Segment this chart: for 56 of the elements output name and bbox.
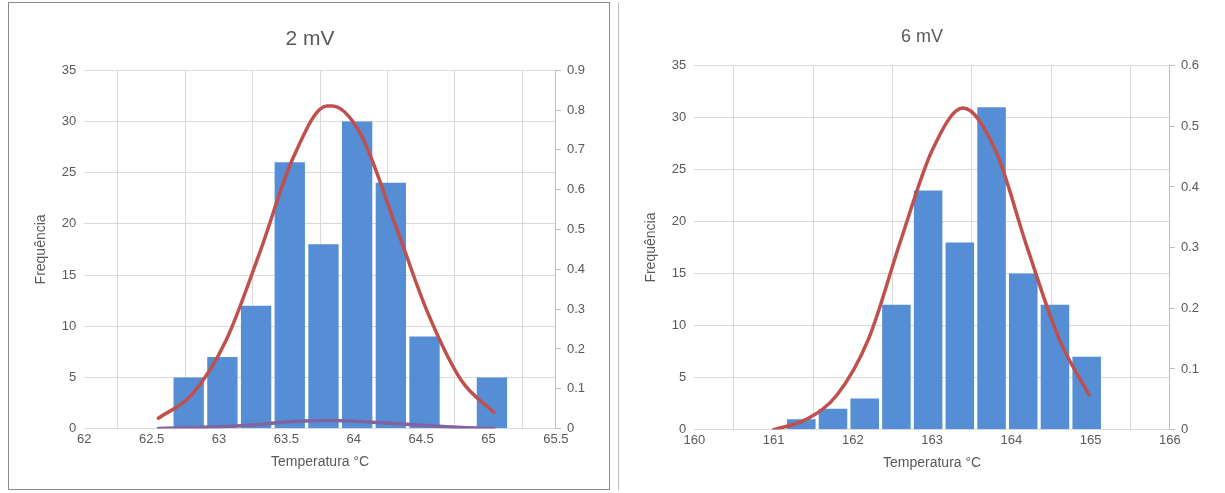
y-tick-label: 35 [61,61,77,77]
line-series [156,104,496,420]
y2-tick-label: 0.3 [1180,239,1200,255]
y-tick-label: 15 [61,266,77,282]
x-tick-label: 63.5 [273,430,300,446]
x-axis-title: Temperatura °C [270,453,370,470]
y-tick-label: 5 [679,369,687,385]
y2-tick-label: 0.2 [1180,299,1200,315]
chart-title: 6 mV [900,25,944,46]
y-tick-label: 25 [61,164,77,180]
x-tick-label: 164 [1000,431,1023,447]
y-tick-label: 30 [671,109,687,125]
y2-tick-label: 0.3 [566,300,586,316]
y2-tick-label: 0.8 [566,101,586,117]
x-tick-label: 62 [77,430,92,446]
y-tick-label: 20 [61,215,77,231]
y2-tick-label: 0.1 [1180,360,1200,376]
y-tick-label: 15 [671,265,687,281]
y-tick-label: 30 [61,112,77,128]
x-tick-label: 161 [762,431,785,447]
y-axis-title: Frequência [32,214,49,285]
y-axis-title: Frequência [642,212,659,283]
y-tick-label: 25 [671,161,687,177]
y-tick-label: 0 [69,420,77,436]
chart-title: 2 mV [285,26,335,50]
x-tick-label: 166 [1159,431,1181,447]
y-tick-label: 20 [671,213,687,229]
x-tick-label: 64 [346,430,362,446]
y2-tick-label: 0.6 [1180,57,1200,73]
y2-tick-label: 0 [1180,421,1189,437]
y2-tick-label: 0.7 [566,141,586,157]
line-series [156,418,496,429]
y-tick-label: 10 [671,317,687,333]
y2-tick-label: 0.2 [566,340,586,356]
x-tick-label: 163 [921,431,943,447]
y-tick-label: 35 [671,57,687,73]
y-tick-label: 10 [61,317,77,333]
y2-tick-label: 0.4 [1180,178,1200,194]
x-tick-label: 64.5 [408,430,434,446]
y2-tick-label: 0.5 [566,221,586,237]
line-series [771,106,1091,430]
y2-tick-label: 0.5 [1180,117,1200,133]
y2-tick-label: 0.6 [566,181,586,197]
y-tick-label: 5 [69,368,77,384]
x-tick-label: 65 [481,430,496,446]
y2-tick-label: 0.9 [566,61,586,77]
y2-tick-label: 0.4 [566,260,586,276]
x-tick-label: 160 [683,431,706,447]
x-tick-label: 63 [211,430,227,446]
y2-tick-label: 0 [566,420,575,436]
x-tick-label: 162 [841,431,864,447]
x-tick-label: 65.5 [543,430,569,446]
x-tick-label: 165 [1079,431,1102,447]
x-tick-label: 62.5 [138,430,165,446]
y2-tick-label: 0.1 [566,380,586,396]
x-axis-title: Temperatura °C [882,454,982,471]
